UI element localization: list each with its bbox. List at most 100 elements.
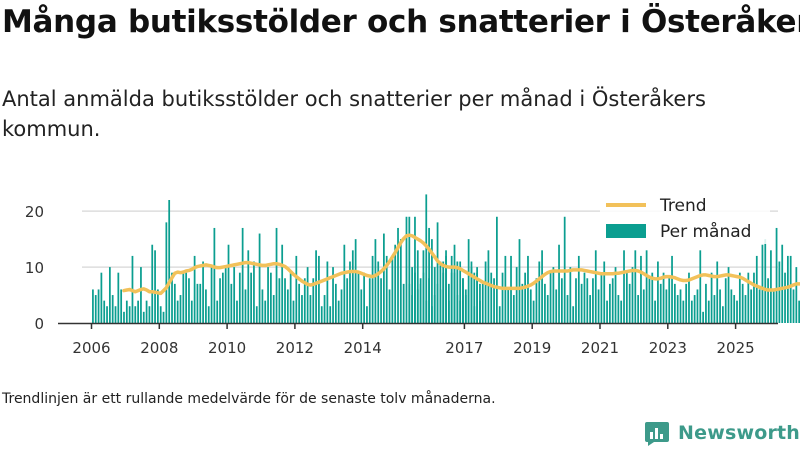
bar [436,283,439,323]
bar [255,306,258,323]
bar [366,306,368,323]
x-tick-label: 2021 [581,339,619,357]
bar [411,295,414,323]
bar [391,255,394,323]
bar [696,289,699,323]
y-tick-label: 10 [25,259,44,277]
bar [216,300,219,323]
bar [699,250,702,323]
bar [676,295,679,323]
bar [761,244,764,323]
bar [165,222,168,323]
bar [770,250,772,323]
bar [541,250,543,323]
bar [337,300,340,323]
bar [707,300,710,323]
bar [744,295,747,323]
bar [515,267,518,323]
trend-layer [122,233,800,296]
bar [772,289,775,323]
bar [151,244,154,323]
bar [767,278,769,323]
bar [507,289,510,323]
bar [484,261,487,323]
bar [493,278,495,323]
bar [253,261,255,323]
bar [532,300,535,323]
bar [775,227,778,323]
bar [659,283,662,323]
bar [323,295,326,323]
bar [473,272,476,323]
bar [303,278,306,323]
bar [611,278,614,323]
bar [665,289,668,323]
bar [459,261,462,323]
bar [625,272,628,323]
bar [343,244,346,323]
bar [125,300,128,323]
bar [628,283,631,323]
bar [606,300,608,323]
bar [171,272,173,323]
bar [566,295,569,323]
bar [103,300,106,323]
bar [479,300,481,323]
bar [778,261,781,323]
bar [724,278,727,323]
bar [690,300,693,323]
bar [354,239,357,323]
bar [560,278,563,323]
bar [154,250,156,323]
bar [688,272,690,323]
bar [318,255,320,323]
bar [481,283,484,323]
bar [524,272,527,323]
bar [261,289,264,323]
x-tick-label: 2010 [208,339,246,357]
bar [250,272,252,323]
bar [162,311,165,323]
bar [716,261,719,323]
bar [456,261,459,323]
bar [603,261,606,323]
bar [713,295,716,323]
bar [425,300,428,323]
bar [693,295,696,323]
bar [577,255,580,323]
bar [722,306,724,323]
bar [120,289,123,323]
bar [673,283,676,323]
bar [512,295,515,323]
bar [648,278,651,323]
bar [738,272,741,323]
x-tick-label: 2014 [344,339,382,357]
x-tick-label: 2008 [140,339,178,357]
bar [535,278,538,323]
bar [727,267,730,323]
bar [258,233,261,323]
brand-logo[interactable]: Newsworthy [644,420,800,446]
bar [589,295,591,323]
bar [168,200,171,323]
bar [157,289,159,323]
bar [592,278,594,323]
footnote: Trendlinjen är ett rullande medelvärde f… [2,391,496,407]
bar [193,255,196,323]
bar [467,239,470,323]
bar [380,278,382,323]
bar [555,289,558,323]
bar [278,278,281,323]
bar [640,255,642,323]
bar [795,267,798,323]
bar [411,267,414,323]
bar [374,239,377,323]
bar [264,300,267,323]
bar [572,306,575,323]
x-tick-label: 2023 [649,339,687,357]
bar [385,255,388,323]
bar [221,272,224,323]
bar [682,300,685,323]
bar [405,216,408,323]
bar [224,267,227,323]
